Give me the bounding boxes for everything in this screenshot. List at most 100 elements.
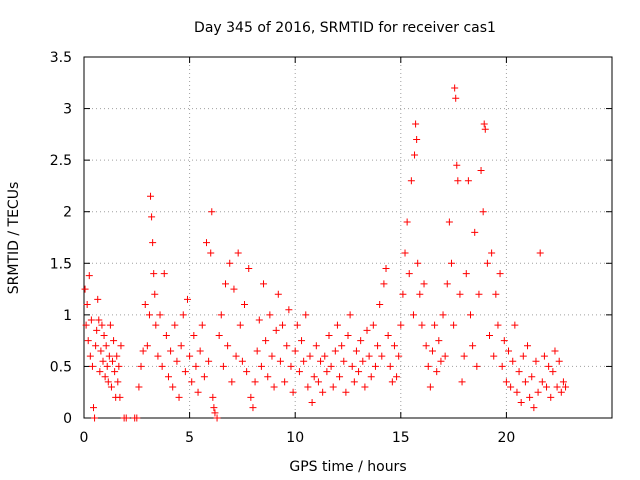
data-point <box>397 321 405 329</box>
data-point <box>336 373 344 381</box>
data-point <box>507 383 515 391</box>
data-point <box>302 311 310 319</box>
data-point <box>81 285 89 293</box>
y-axis-label: SRMTID / TECUs <box>6 182 22 295</box>
data-point <box>475 290 483 298</box>
data-point <box>186 352 194 360</box>
data-point <box>323 368 331 376</box>
data-point <box>272 326 280 334</box>
data-point <box>158 362 166 370</box>
data-point <box>456 290 464 298</box>
data-point <box>116 393 124 401</box>
data-point <box>557 388 565 396</box>
data-point <box>453 161 461 169</box>
grid-lines <box>84 57 612 418</box>
data-point <box>266 311 274 319</box>
data-point <box>209 393 217 401</box>
data-point <box>285 306 293 314</box>
data-point <box>549 368 557 376</box>
data-point <box>90 404 98 412</box>
data-points <box>81 84 570 422</box>
data-point <box>445 218 453 226</box>
plot-frame <box>83 56 613 419</box>
data-point <box>547 393 555 401</box>
data-point <box>262 337 270 345</box>
data-point <box>502 378 510 386</box>
data-point <box>175 393 183 401</box>
data-point <box>374 342 382 350</box>
data-point <box>426 383 434 391</box>
data-point <box>147 192 155 200</box>
data-point <box>390 342 398 350</box>
data-point <box>88 362 96 370</box>
data-point <box>524 342 532 350</box>
data-point <box>255 316 263 324</box>
data-point <box>133 414 141 422</box>
data-point <box>219 362 227 370</box>
data-point <box>519 352 527 360</box>
data-point <box>105 352 113 360</box>
data-point <box>439 311 447 319</box>
data-point <box>505 347 513 355</box>
data-point <box>460 352 468 360</box>
data-point <box>424 362 432 370</box>
data-point <box>551 347 559 355</box>
data-point <box>109 357 117 365</box>
data-point <box>306 352 314 360</box>
data-point <box>188 378 196 386</box>
data-point <box>217 311 225 319</box>
data-point <box>245 264 253 272</box>
data-point <box>530 404 538 412</box>
data-point <box>521 378 529 386</box>
data-point <box>437 357 445 365</box>
data-point <box>321 352 329 360</box>
data-point <box>171 321 179 329</box>
y-tick-label: 0.5 <box>50 359 72 375</box>
data-point <box>139 347 147 355</box>
y-tick-label: 3 <box>63 102 72 118</box>
y-tick-label: 3.5 <box>50 50 72 66</box>
data-point <box>274 290 282 298</box>
data-point <box>371 362 379 370</box>
data-point <box>103 362 111 370</box>
data-point <box>317 357 325 365</box>
data-point <box>260 280 268 288</box>
data-point <box>418 321 426 329</box>
chart-title: Day 345 of 2016, SRMTID for receiver cas… <box>194 20 496 36</box>
data-point <box>361 383 369 391</box>
data-point <box>443 280 451 288</box>
data-point <box>247 393 255 401</box>
data-point <box>154 352 162 360</box>
data-point <box>481 125 489 133</box>
data-point <box>107 383 115 391</box>
data-point <box>480 120 488 128</box>
data-point <box>190 331 198 339</box>
data-point <box>515 368 523 376</box>
data-point <box>367 373 375 381</box>
data-point <box>234 249 242 257</box>
data-point <box>236 321 244 329</box>
data-point <box>135 383 143 391</box>
data-point <box>538 378 546 386</box>
data-point <box>553 383 561 391</box>
data-point <box>97 347 105 355</box>
data-point <box>243 368 251 376</box>
data-point <box>94 295 102 303</box>
data-point <box>346 311 354 319</box>
data-point <box>150 270 158 278</box>
data-point <box>160 270 168 278</box>
data-point <box>496 270 504 278</box>
data-point <box>384 331 392 339</box>
data-point <box>464 177 472 185</box>
data-point <box>333 321 341 329</box>
data-point <box>473 362 481 370</box>
data-point <box>342 388 350 396</box>
data-point <box>251 378 259 386</box>
data-point <box>283 342 291 350</box>
data-point <box>106 321 114 329</box>
data-point <box>350 378 358 386</box>
data-point <box>117 342 125 350</box>
data-point <box>536 249 544 257</box>
data-point <box>409 311 417 319</box>
data-point <box>281 378 289 386</box>
